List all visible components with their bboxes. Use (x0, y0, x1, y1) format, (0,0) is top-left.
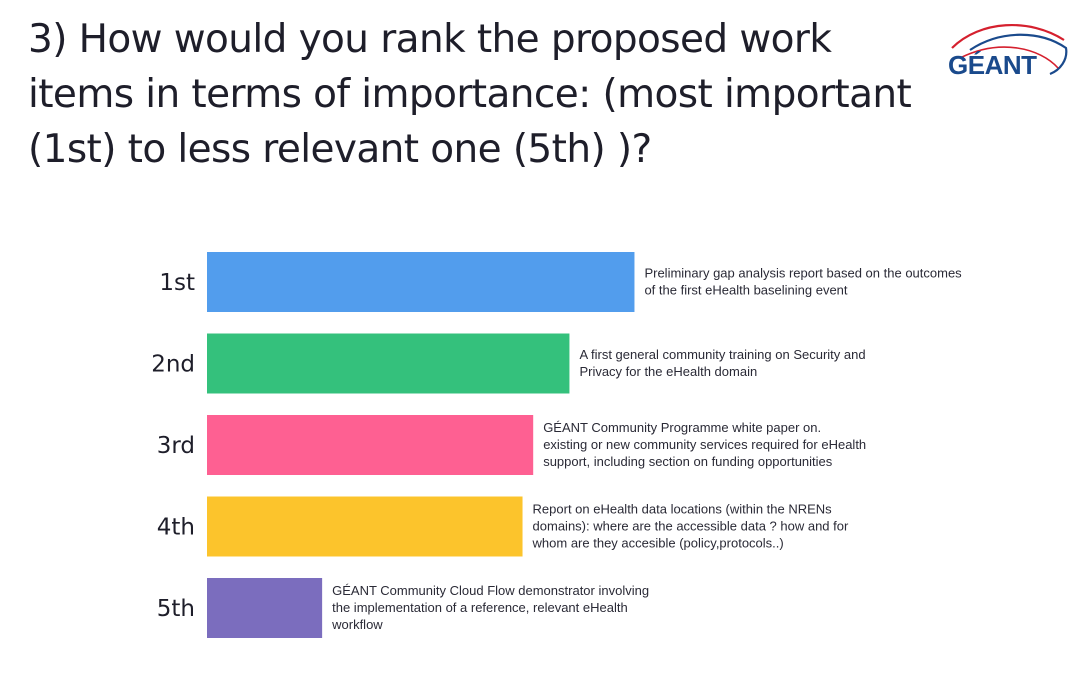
bar-annotation-line: GÉANT Community Programme white paper on… (543, 420, 821, 435)
category-label-2nd: 2nd (151, 352, 195, 378)
bar-annotation-line: support, including section on funding op… (543, 454, 833, 469)
bar-annotation-3rd: GÉANT Community Programme white paper on… (543, 420, 866, 469)
chart-title: 3) How would you rank the proposed work … (28, 17, 912, 172)
bar-annotation-line: workflow (331, 617, 383, 632)
bar-annotation-5th: GÉANT Community Cloud Flow demonstrator … (331, 583, 649, 632)
bar-1st (207, 252, 635, 312)
category-label-3rd: 3rd (157, 433, 195, 459)
bar-annotation-4th: Report on eHealth data locations (within… (532, 502, 849, 551)
bar-annotation-line: A first general community training on Se… (579, 347, 865, 362)
bar-annotation-line: Report on eHealth data locations (within… (533, 502, 833, 517)
bar-annotation-line: of the first eHealth baselining event (644, 283, 847, 298)
bar-annotation-line: Preliminary gap analysis report based on… (644, 266, 962, 281)
bar-5th (207, 578, 323, 638)
bar-2nd (207, 333, 570, 394)
category-label-4th: 4th (157, 515, 195, 541)
bar-annotation-2nd: A first general community training on Se… (579, 347, 865, 379)
bar-4th (207, 496, 523, 557)
bar-3rd (207, 415, 534, 475)
bar-annotation-line: domains): where are the accessible data … (533, 519, 849, 534)
bar-annotation-line: GÉANT Community Cloud Flow demonstrator … (332, 583, 649, 598)
bar-annotation-line: Privacy for the eHealth domain (579, 364, 757, 379)
geant-logo: GÉANT (940, 18, 1070, 84)
bar-annotation-line: whom are they accesible (policy,protocol… (532, 536, 784, 551)
category-label-5th: 5th (157, 596, 195, 622)
bar-annotation-line: existing or new community services requi… (543, 437, 866, 452)
bar-annotation-line: the implementation of a reference, relev… (332, 600, 628, 615)
bar-annotation-1st: Preliminary gap analysis report based on… (644, 266, 962, 298)
category-label-1st: 1st (159, 270, 195, 296)
geant-logo-icon (951, 24, 1068, 76)
logo-text: GÉANT (948, 50, 1037, 80)
